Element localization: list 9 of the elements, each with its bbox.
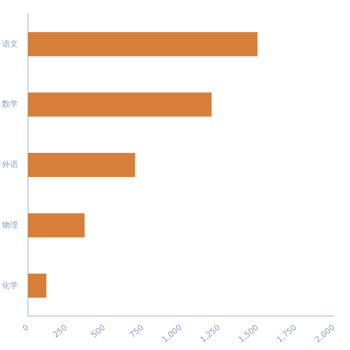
y-tick-label: 物理	[2, 220, 18, 230]
x-tick-label: 250	[51, 322, 69, 340]
y-tick-label: 数学	[2, 100, 18, 109]
x-tick-label: 0	[20, 322, 31, 333]
y-tick-label: 语文	[2, 39, 18, 48]
x-tick-label: 500	[90, 322, 108, 340]
x-tick-label: 750	[128, 322, 146, 340]
y-tick-label: 化学	[2, 280, 18, 290]
y-tick-label: 外语	[2, 160, 18, 170]
